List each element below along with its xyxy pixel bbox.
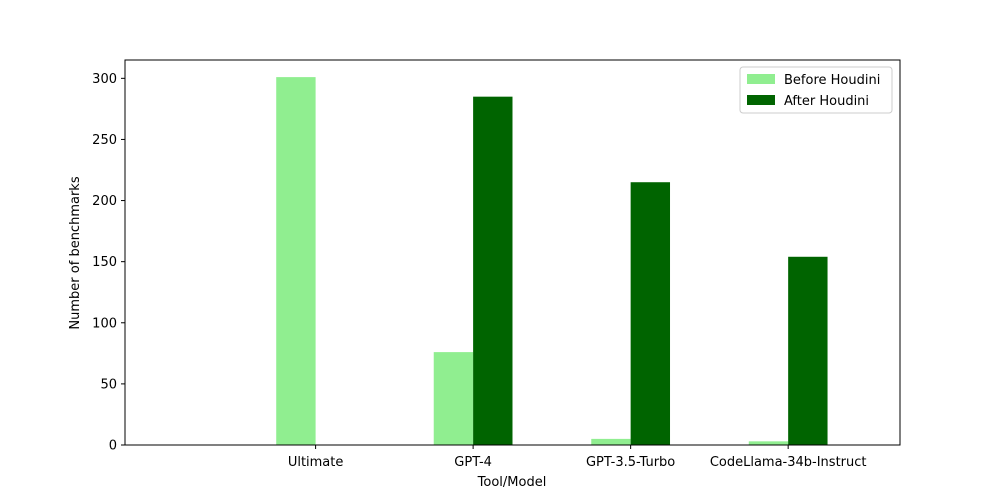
legend-label: After Houdini: [784, 94, 869, 109]
y-tick-label: 200: [92, 194, 117, 209]
legend-swatch: [747, 74, 775, 84]
bar-before-ultimate: [276, 77, 316, 445]
bar-after-codellama-34b-instruct: [788, 256, 828, 445]
x-tick-label: Ultimate: [288, 455, 344, 470]
x-axis-title: Tool/Model: [477, 475, 547, 490]
bar-after-gpt-4: [473, 96, 513, 446]
y-tick-label: 50: [100, 377, 117, 392]
bar-before-codellama-34b-instruct: [748, 441, 789, 445]
x-axis: Ultimate GPT-4 GPT-3.5-Turbo CodeLlama-34b-…: [288, 445, 867, 470]
y-axis: 0 50 100 150 200 250 300: [92, 72, 125, 454]
y-axis-title: Number of benchmarks: [68, 176, 83, 329]
bar-before-gpt-3-5-turbo: [591, 438, 631, 445]
y-tick-label: 150: [92, 255, 117, 270]
bar-after-gpt-3-5-turbo: [630, 182, 671, 445]
legend-label: Before Houdini: [784, 73, 880, 88]
plot-frame: [124, 59, 901, 446]
y-tick-label: 100: [92, 316, 117, 331]
x-tick-label: GPT-3.5-Turbo: [586, 455, 675, 470]
bars-layer: [276, 77, 828, 446]
y-tick-label: 300: [92, 72, 117, 87]
x-tick-label: GPT-4: [454, 455, 492, 470]
legend-frame: [739, 66, 893, 114]
bar-before-gpt-4: [433, 352, 474, 445]
legend-swatch: [747, 95, 775, 105]
y-tick-label: 250: [92, 133, 117, 148]
y-tick-label: 0: [109, 439, 117, 454]
x-tick-label: CodeLlama-34b-Instruct: [710, 455, 867, 470]
legend: Before Houdini After Houdini: [739, 66, 893, 114]
